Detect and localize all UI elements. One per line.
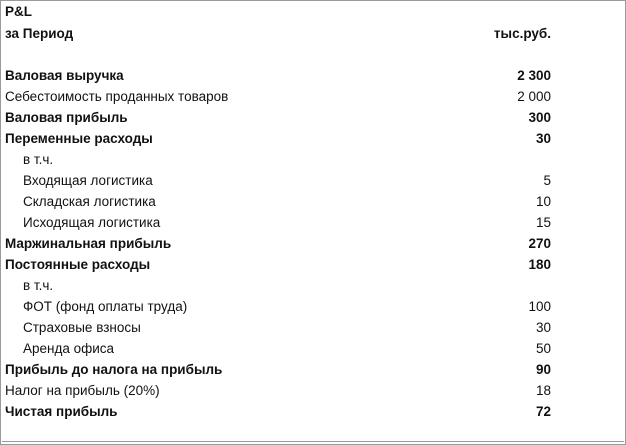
pl-row-label: Переменные расходы: [5, 131, 153, 146]
bottom-border: [2, 441, 624, 442]
pl-row-label: ФОТ (фонд оплаты труда): [23, 299, 188, 314]
pl-row-value: 180: [528, 257, 551, 272]
pl-row-value: 2 300: [517, 68, 551, 83]
pl-row-value: 72: [535, 404, 551, 419]
pl-row-value: 30: [535, 131, 551, 146]
pl-row-value: 2 000: [517, 89, 551, 104]
pl-row-label: Чистая прибыль: [5, 404, 118, 419]
report-title: P&L: [5, 4, 32, 19]
pl-row: Переменные расходы 30: [1, 128, 625, 149]
pl-row-label: Валовая прибыль: [5, 110, 128, 125]
pl-row-value: 90: [535, 362, 551, 377]
pl-row-label: Прибыль до налога на прибыль: [5, 362, 223, 377]
pl-row-value: 50: [535, 341, 551, 356]
report-period: за Период: [5, 26, 74, 41]
pl-row-label: Маржинальная прибыль: [5, 236, 172, 251]
pl-row: Аренда офиса 50: [1, 338, 625, 359]
pl-row-value: 100: [528, 299, 551, 314]
pl-row-value: 30: [535, 320, 551, 335]
pl-row-label: Входящая логистика: [23, 173, 153, 188]
pl-row-value: 18: [535, 383, 551, 398]
pl-row-value: 5: [543, 173, 551, 188]
pl-row: в т.ч.: [1, 149, 625, 170]
pl-row: Валовая выручка 2 300: [1, 65, 625, 86]
pl-row: Маржинальная прибыль 270: [1, 233, 625, 254]
pl-row: Входящая логистика 5: [1, 170, 625, 191]
pl-row-label: в т.ч.: [23, 278, 54, 293]
pl-row-label: Страховые взносы: [23, 320, 141, 335]
pl-row-label: Исходящая логистика: [23, 215, 161, 230]
pl-row-label: Валовая выручка: [5, 68, 124, 83]
pl-row-label: Налог на прибыль (20%): [5, 383, 160, 398]
pl-row-value: 270: [528, 236, 551, 251]
pl-row-label: Складская логистика: [23, 194, 156, 209]
pl-row: Валовая прибыль 300: [1, 107, 625, 128]
pl-row-value: 300: [528, 110, 551, 125]
pl-row-label: Аренда офиса: [23, 341, 115, 356]
pl-row: Прибыль до налога на прибыль 90: [1, 359, 625, 380]
pl-row-value: 10: [535, 194, 551, 209]
pl-row: Себестоимость проданных товаров 2 000: [1, 86, 625, 107]
pl-row: Страховые взносы 30: [1, 317, 625, 338]
pl-row: Исходящая логистика 15: [1, 212, 625, 233]
pl-row: Складская логистика 10: [1, 191, 625, 212]
pl-row: Налог на прибыль (20%) 18: [1, 380, 625, 401]
title-row: P&L: [1, 1, 625, 22]
pl-row-value: 15: [535, 215, 551, 230]
currency-unit: тыс.руб.: [493, 26, 551, 41]
pl-row: ФОТ (фонд оплаты труда) 100: [1, 296, 625, 317]
pl-row-label: Себестоимость проданных товаров: [5, 89, 229, 104]
pl-row-label: Постоянные расходы: [5, 257, 151, 272]
pl-row-label: в т.ч.: [23, 152, 54, 167]
pl-row: Чистая прибыль 72: [1, 401, 625, 422]
pl-row: Постоянные расходы 180: [1, 254, 625, 275]
pl-row: в т.ч.: [1, 275, 625, 296]
period-row: за Период тыс.руб.: [1, 23, 625, 44]
